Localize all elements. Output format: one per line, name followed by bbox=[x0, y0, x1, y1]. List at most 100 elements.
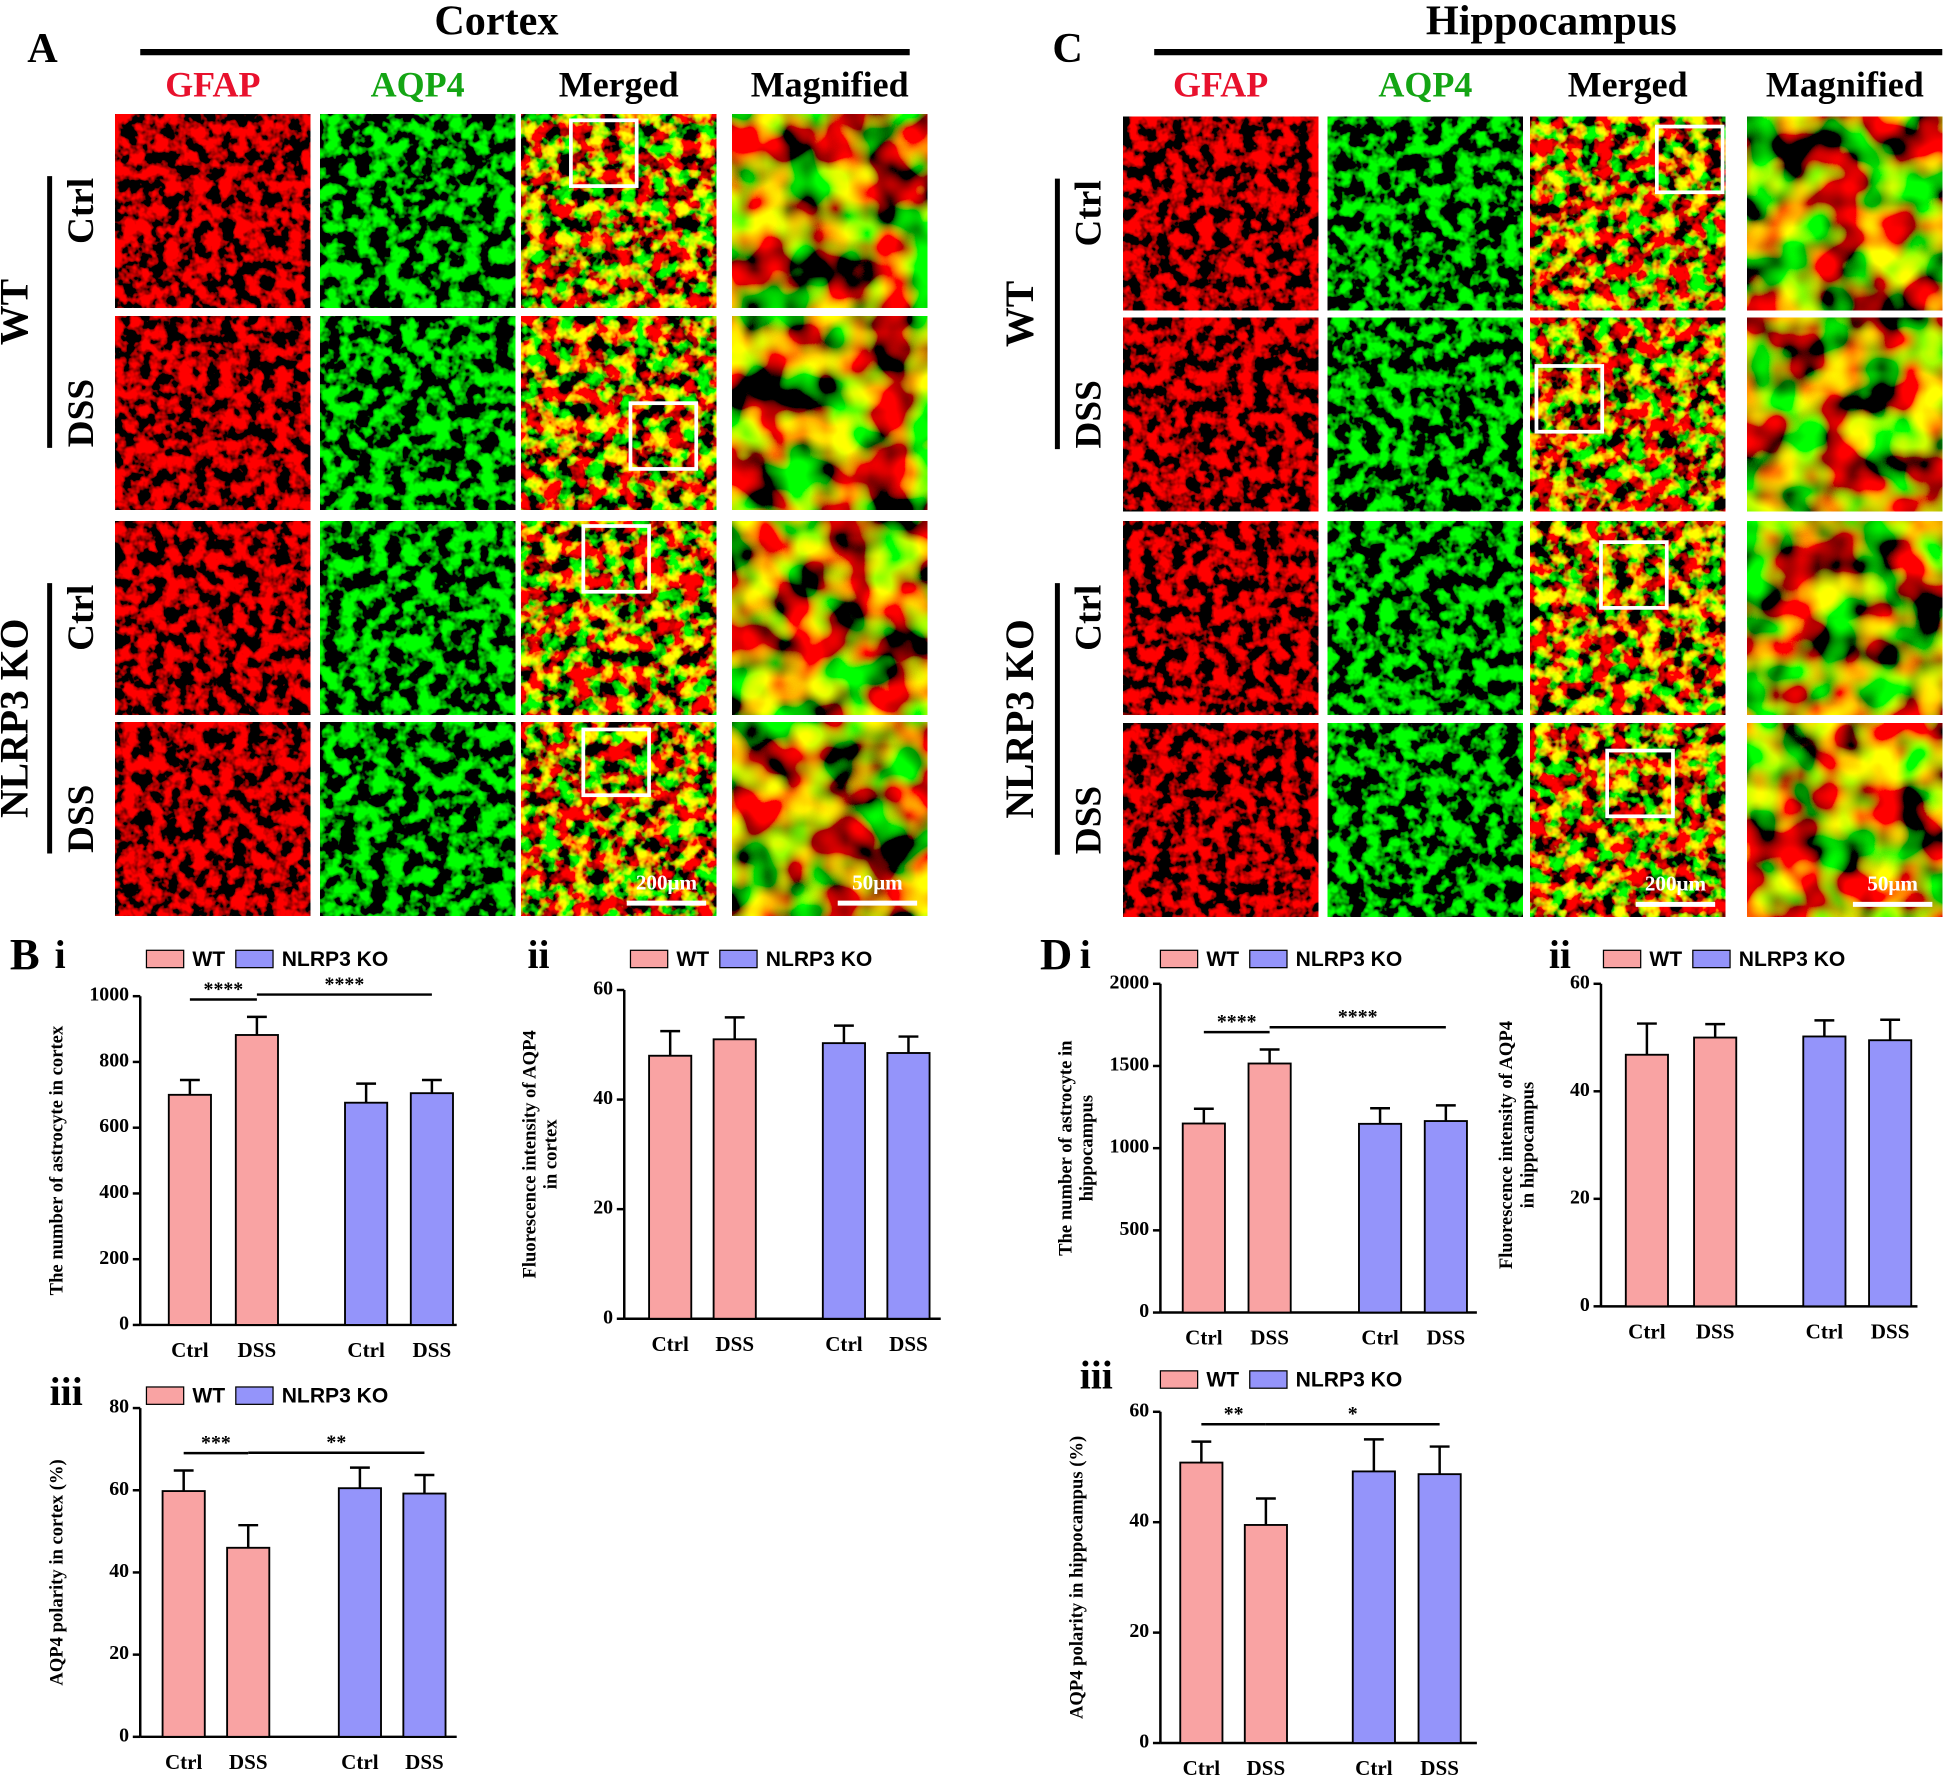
y-tick-label: 20 bbox=[1570, 1186, 1590, 1208]
column-label: Magnified bbox=[1766, 64, 1924, 104]
significance-label: ** bbox=[326, 1432, 346, 1454]
micrograph bbox=[1530, 723, 1726, 917]
x-tick-label: Ctrl bbox=[1361, 1326, 1399, 1350]
bar bbox=[1179, 1461, 1224, 1744]
legend-label: NLRP3 KO bbox=[1296, 1368, 1403, 1391]
significance-label: ** bbox=[1224, 1403, 1244, 1425]
bar bbox=[1868, 1039, 1913, 1308]
y-tick-label: 200 bbox=[99, 1247, 129, 1269]
y-tick-label: 600 bbox=[99, 1115, 129, 1137]
zoom-box bbox=[581, 727, 651, 798]
x-tick-label: DSS bbox=[1871, 1319, 1910, 1343]
x-tick-label: Ctrl bbox=[347, 1338, 385, 1362]
bar bbox=[1624, 1053, 1669, 1308]
legend-swatch bbox=[1692, 949, 1731, 969]
x-tick-label: DSS bbox=[229, 1750, 268, 1774]
micrograph bbox=[320, 722, 516, 916]
y-axis-title: AQP4 polarity in cortex (%) bbox=[47, 1459, 68, 1685]
x-tick-label: Ctrl bbox=[825, 1332, 863, 1356]
y-tick-label: 800 bbox=[99, 1050, 129, 1072]
micrograph bbox=[115, 114, 311, 308]
micrograph bbox=[732, 521, 928, 715]
micrograph bbox=[1747, 521, 1943, 715]
panel-sublabel: i bbox=[55, 933, 66, 977]
bar bbox=[1358, 1122, 1403, 1314]
bar bbox=[1802, 1035, 1847, 1308]
micrograph bbox=[1327, 521, 1523, 715]
panel-sublabel: iii bbox=[50, 1370, 83, 1414]
micrograph bbox=[320, 521, 516, 715]
x-tick-label: Ctrl bbox=[1355, 1756, 1393, 1779]
group-label: NLRP3 KO bbox=[998, 619, 1042, 819]
y-axis-title: hippocampus bbox=[1077, 1095, 1098, 1202]
micrograph bbox=[1747, 317, 1943, 512]
micrograph bbox=[1123, 723, 1319, 917]
column-label: Merged bbox=[559, 64, 679, 104]
legend-swatch bbox=[719, 949, 758, 969]
y-tick-label: 500 bbox=[1119, 1218, 1149, 1240]
significance-label: *** bbox=[201, 1432, 231, 1454]
x-tick-label: DSS bbox=[1420, 1756, 1459, 1779]
y-axis-title: Fluorescence intensity of AQP4 bbox=[1496, 1021, 1517, 1269]
scale-bar-label: 50μm bbox=[1867, 872, 1918, 896]
y-axis-title: in cortex bbox=[541, 1119, 562, 1189]
bar bbox=[1423, 1120, 1468, 1314]
y-tick-label: 80 bbox=[109, 1396, 129, 1418]
significance-label: **** bbox=[1217, 1011, 1257, 1033]
group-label: NLRP3 KO bbox=[0, 619, 37, 819]
y-tick-label: 2000 bbox=[1110, 971, 1150, 993]
legend-label: NLRP3 KO bbox=[282, 1384, 389, 1407]
legend-label: WT bbox=[1206, 948, 1239, 971]
micrograph bbox=[115, 316, 311, 510]
row-label: Ctrl bbox=[61, 585, 102, 651]
panel-letter: C bbox=[1052, 25, 1082, 72]
legend-swatch bbox=[235, 1386, 274, 1405]
bar bbox=[402, 1492, 447, 1738]
column-label: Magnified bbox=[751, 64, 909, 104]
y-tick-label: 1000 bbox=[89, 984, 129, 1006]
x-tick-label: DSS bbox=[238, 1338, 277, 1362]
x-tick-label: DSS bbox=[1247, 1756, 1286, 1779]
micrograph bbox=[1327, 116, 1523, 311]
y-tick-label: 40 bbox=[1570, 1079, 1590, 1101]
significance-label: **** bbox=[325, 973, 365, 995]
micrograph bbox=[732, 722, 928, 916]
legend-swatch bbox=[145, 949, 185, 969]
scale-bar-label: 50μm bbox=[852, 870, 903, 894]
bar bbox=[167, 1093, 212, 1326]
micrograph bbox=[732, 114, 928, 308]
significance-label: **** bbox=[204, 978, 244, 1000]
region-title: Hippocampus bbox=[1426, 0, 1677, 44]
micrograph bbox=[1123, 116, 1319, 311]
y-tick-label: 0 bbox=[1139, 1731, 1149, 1753]
micrograph bbox=[1327, 317, 1523, 512]
column-label: GFAP bbox=[1173, 64, 1268, 104]
bar bbox=[1351, 1470, 1396, 1744]
micrograph bbox=[1327, 723, 1523, 917]
micrograph bbox=[521, 521, 717, 715]
y-tick-label: 40 bbox=[1129, 1510, 1149, 1532]
micrograph bbox=[1530, 521, 1726, 715]
y-axis-title: The number of astrocyte in cortex bbox=[47, 1025, 68, 1295]
x-tick-label: Ctrl bbox=[341, 1750, 379, 1774]
legend-label: WT bbox=[676, 948, 709, 971]
y-tick-label: 60 bbox=[593, 978, 613, 1000]
x-tick-label: DSS bbox=[405, 1750, 444, 1774]
x-tick-label: DSS bbox=[889, 1332, 928, 1356]
panel-sublabel: iii bbox=[1080, 1354, 1113, 1398]
group-label: WT bbox=[998, 281, 1042, 347]
bar bbox=[886, 1052, 931, 1320]
y-tick-label: 60 bbox=[109, 1478, 129, 1500]
legend-label: WT bbox=[192, 948, 225, 971]
y-tick-label: 60 bbox=[1570, 971, 1590, 993]
x-tick-label: Ctrl bbox=[651, 1332, 689, 1356]
row-label: DSS bbox=[1069, 786, 1110, 854]
legend-label: NLRP3 KO bbox=[1296, 948, 1403, 971]
x-tick-label: Ctrl bbox=[1806, 1319, 1844, 1343]
row-label: DSS bbox=[1069, 380, 1110, 448]
y-tick-label: 40 bbox=[109, 1560, 129, 1582]
legend-swatch bbox=[1602, 949, 1642, 969]
column-label: Merged bbox=[1568, 64, 1688, 104]
scale-bar-label: 200μm bbox=[636, 870, 698, 894]
x-tick-label: Ctrl bbox=[165, 1750, 203, 1774]
